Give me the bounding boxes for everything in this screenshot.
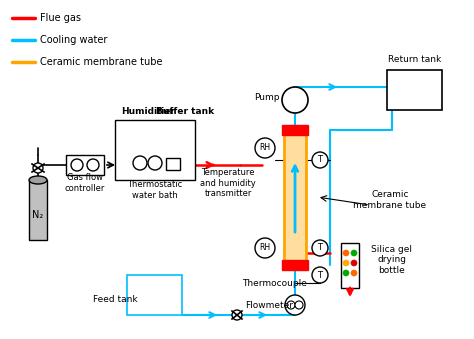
Circle shape	[343, 250, 349, 256]
Circle shape	[133, 156, 147, 170]
Circle shape	[33, 163, 43, 173]
Text: Silica gel
drying
bottle: Silica gel drying bottle	[372, 245, 412, 275]
Bar	[341, 242, 359, 287]
Text: Ceramic membrane tube: Ceramic membrane tube	[40, 57, 163, 67]
Bar	[282, 260, 308, 270]
Text: Flowmeter: Flowmeter	[245, 300, 293, 310]
Circle shape	[351, 260, 357, 266]
Text: RH: RH	[259, 143, 271, 153]
Text: RH: RH	[259, 243, 271, 253]
Circle shape	[287, 301, 295, 309]
Circle shape	[232, 310, 242, 320]
Circle shape	[148, 156, 162, 170]
Text: Cooling water: Cooling water	[40, 35, 108, 45]
Circle shape	[285, 295, 305, 315]
Text: Buffer tank: Buffer tank	[156, 107, 214, 117]
Circle shape	[312, 152, 328, 168]
Circle shape	[282, 87, 308, 113]
Circle shape	[87, 159, 99, 171]
Bar	[282, 125, 308, 135]
Bar	[115, 120, 195, 180]
Ellipse shape	[29, 176, 47, 184]
Circle shape	[351, 270, 357, 276]
Circle shape	[351, 250, 357, 256]
Text: Feed tank: Feed tank	[93, 296, 137, 304]
Bar	[388, 70, 443, 110]
Circle shape	[255, 138, 275, 158]
Bar	[166, 158, 180, 170]
Text: N₂: N₂	[32, 210, 44, 220]
Bar	[66, 155, 104, 175]
Text: Thermostatic
water bath: Thermostatic water bath	[128, 180, 182, 200]
Circle shape	[312, 240, 328, 256]
Bar	[284, 130, 306, 265]
Circle shape	[255, 238, 275, 258]
Text: Thermocouple: Thermocouple	[242, 279, 307, 287]
Circle shape	[312, 267, 328, 283]
Text: Flue gas: Flue gas	[40, 13, 81, 23]
Text: Temperature
and humidity
transmitter: Temperature and humidity transmitter	[200, 168, 256, 198]
Text: Return tank: Return tank	[388, 56, 442, 64]
Text: Pump: Pump	[254, 93, 280, 101]
Text: T: T	[318, 243, 322, 253]
Text: T: T	[318, 271, 322, 279]
Text: Humidifier: Humidifier	[121, 107, 175, 117]
Circle shape	[343, 270, 349, 276]
Circle shape	[71, 159, 83, 171]
Bar	[29, 180, 47, 240]
Text: T: T	[318, 156, 322, 164]
Bar	[128, 275, 182, 315]
Text: Gas flow
controller: Gas flow controller	[65, 173, 105, 193]
Circle shape	[343, 260, 349, 266]
Text: Ceramic
membrane tube: Ceramic membrane tube	[354, 190, 427, 210]
Circle shape	[295, 301, 303, 309]
